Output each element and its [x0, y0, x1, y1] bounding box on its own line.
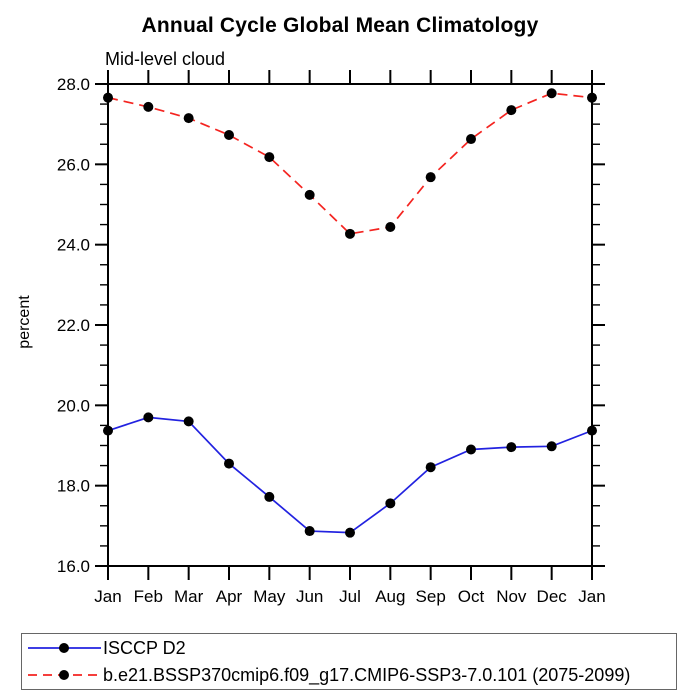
x-tick-label: Jan: [578, 587, 605, 606]
x-tick-label: Oct: [458, 587, 485, 606]
x-tick-label: Mar: [174, 587, 204, 606]
data-point-marker: [506, 105, 517, 116]
y-tick-label: 16.0: [57, 557, 90, 576]
data-point-marker: [264, 491, 275, 502]
x-tick-label: Jul: [339, 587, 361, 606]
x-tick-label: Jan: [94, 587, 121, 606]
data-point-marker: [385, 498, 396, 509]
x-tick-label: Jun: [296, 587, 323, 606]
data-point-marker: [587, 425, 597, 436]
y-tick-label: 24.0: [57, 236, 90, 255]
x-tick-label: Feb: [134, 587, 163, 606]
series-line-1: [107, 92, 593, 235]
x-tick-label: Apr: [216, 587, 243, 606]
data-point-marker: [183, 416, 194, 427]
legend-item-model-run: b.e21.BSSP370cmip6.f09_g17.CMIP6-SSP3-7.…: [27, 663, 630, 687]
y-tick-label: 22.0: [57, 316, 90, 335]
plot-frame: [107, 83, 593, 567]
data-point-marker: [143, 101, 154, 112]
legend-dashed-line-marker-icon: [28, 670, 101, 680]
x-tick-label: Dec: [537, 587, 568, 606]
data-point-marker: [103, 425, 113, 436]
data-point-marker: [587, 92, 597, 103]
chart-title: Annual Cycle Global Mean Climatology: [141, 14, 539, 37]
legend-sample-marker: [59, 643, 69, 653]
data-point-marker: [103, 92, 113, 103]
legend-label: b.e21.BSSP370cmip6.f09_g17.CMIP6-SSP3-7.…: [103, 664, 631, 685]
data-point-marker: [546, 441, 557, 452]
data-point-marker: [546, 88, 557, 99]
x-tick-label: May: [253, 587, 286, 606]
data-point-marker: [224, 130, 234, 141]
legend-label: ISCCP D2: [103, 637, 186, 658]
data-point-marker: [304, 526, 315, 537]
legend-item-isccp-d2: ISCCP D2: [27, 636, 186, 660]
data-point-marker: [466, 444, 476, 455]
data-point-marker: [506, 442, 517, 453]
series-line-0: [107, 416, 593, 534]
data-point-marker: [345, 527, 355, 538]
x-tick-label: Sep: [416, 587, 446, 606]
x-tick-label: Nov: [496, 587, 527, 606]
data-point-marker: [385, 221, 396, 232]
data-point-marker: [425, 462, 436, 473]
y-tick-label: 28.0: [57, 75, 90, 94]
legend-box: ISCCP D2 b.e21.BSSP370cmip6.f09_g17.CMIP…: [21, 633, 677, 690]
data-point-marker: [466, 134, 476, 145]
y-tick-label: 18.0: [57, 477, 90, 496]
x-tick-label: Aug: [375, 587, 405, 606]
data-point-marker: [425, 172, 436, 183]
y-tick-label: 26.0: [57, 155, 90, 174]
data-point-marker: [224, 458, 234, 469]
data-point-marker: [143, 412, 154, 423]
y-tick-label: 20.0: [57, 396, 90, 415]
legend-solid-line-marker-icon: [28, 643, 101, 653]
data-point-marker: [345, 228, 355, 239]
data-point-marker: [183, 113, 194, 124]
legend-sample-marker: [59, 670, 69, 680]
chart-subtitle: Mid-level cloud: [105, 49, 226, 69]
data-point-marker: [264, 152, 275, 163]
data-point-marker: [304, 189, 315, 200]
